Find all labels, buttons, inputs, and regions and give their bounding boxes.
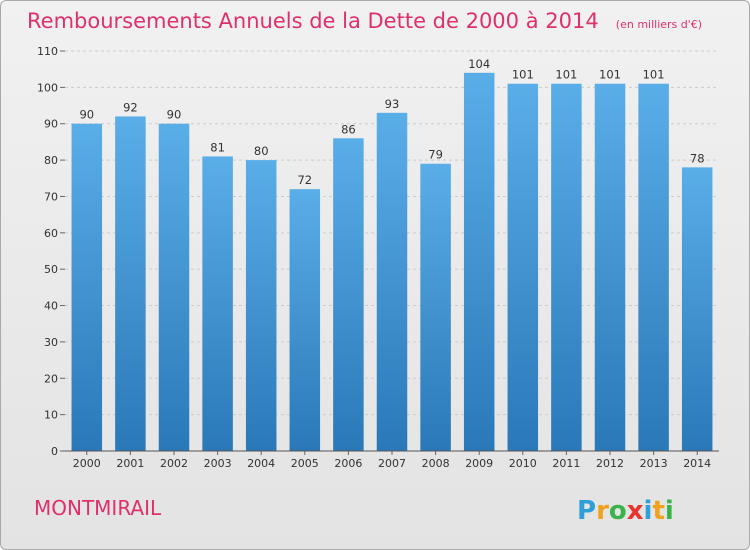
logo-letter-3: x: [627, 496, 644, 526]
bar-2013: [638, 83, 669, 452]
x-tick-label-2013: 2013: [640, 457, 668, 470]
x-tick-label-2009: 2009: [465, 457, 493, 470]
bar-2014: [681, 167, 713, 451]
bar-2007: [376, 112, 408, 452]
chart-title-unit: (en milliers d'€): [616, 18, 702, 31]
y-tick-label-110: 110: [37, 45, 58, 58]
logo-letter-5: t: [652, 496, 664, 526]
y-tick-label-70: 70: [44, 190, 58, 203]
logo-letter-2: o: [609, 496, 627, 526]
logo-letter-6: i: [665, 496, 674, 526]
x-tick-label-2008: 2008: [422, 457, 450, 470]
y-tick-label-100: 100: [37, 81, 58, 94]
logo-letter-4: i: [644, 496, 653, 526]
data-label-2010: 101: [512, 68, 534, 82]
x-tick-label-2000: 2000: [73, 457, 101, 470]
y-tick-label-90: 90: [44, 118, 58, 131]
data-label-2014: 78: [690, 151, 705, 165]
bar-2004: [245, 160, 277, 451]
y-tick-label-10: 10: [44, 409, 58, 422]
bar-2003: [202, 156, 233, 452]
data-labels: 90 92 90 81 80 72 86 93 79 104 101 101 101 101 78: [79, 57, 704, 187]
data-label-2012: 101: [599, 68, 621, 82]
bar-2011: [551, 83, 582, 452]
y-tick-label-0: 0: [51, 445, 58, 458]
x-tick-label-2007: 2007: [378, 457, 406, 470]
bar-2009: [463, 72, 495, 452]
bar-2006: [333, 138, 364, 452]
data-label-2000: 90: [79, 108, 94, 122]
logo-letter-1: r: [596, 496, 609, 526]
x-tick-label-2012: 2012: [596, 457, 624, 470]
data-label-2013: 101: [643, 68, 665, 82]
chart-title: Remboursements Annuels de la Dette de 20…: [27, 9, 702, 33]
x-tick-label-2010: 2010: [509, 457, 537, 470]
commune-name: MONTMIRAIL: [34, 496, 162, 520]
data-label-2011: 101: [555, 68, 577, 82]
y-tick-label-20: 20: [44, 372, 58, 385]
data-label-2003: 81: [210, 140, 225, 154]
data-label-2004: 80: [254, 144, 269, 158]
x-tick-label-2005: 2005: [291, 457, 319, 470]
data-label-2009: 104: [468, 57, 490, 71]
x-tick-label-2011: 2011: [552, 457, 580, 470]
logo-letter-0: P: [577, 496, 596, 526]
bars: [71, 72, 713, 452]
y-tick-label-50: 50: [44, 263, 58, 276]
bar-2005: [289, 189, 321, 451]
bar-2010: [507, 83, 539, 452]
x-tick-label-2001: 2001: [116, 457, 144, 470]
y-tick-label-60: 60: [44, 227, 58, 240]
y-axis: 0 10 20 30 40 50 60 70 80 90 100 110: [37, 45, 65, 458]
bar-2008: [420, 163, 451, 451]
x-tick-label-2014: 2014: [683, 457, 711, 470]
bar-2000: [71, 123, 103, 452]
bar-2012: [594, 83, 626, 452]
x-axis: 2000 2001 2002 2003 2004 2005 2006 2007 2008 2009…: [73, 451, 711, 470]
data-label-2007: 93: [385, 97, 400, 111]
data-label-2001: 92: [123, 100, 138, 114]
y-tick-label-40: 40: [44, 300, 58, 313]
x-tick-label-2006: 2006: [334, 457, 362, 470]
chart-title-main: Remboursements Annuels de la Dette de 20…: [27, 9, 599, 33]
x-tick-label-2002: 2002: [160, 457, 188, 470]
x-tick-label-2004: 2004: [247, 457, 275, 470]
x-tick-label-2003: 2003: [204, 457, 232, 470]
data-label-2005: 72: [297, 173, 312, 187]
bar-2001: [115, 116, 146, 452]
data-label-2002: 90: [167, 108, 182, 122]
proxiti-logo: Proxiti: [577, 496, 674, 526]
y-tick-label-30: 30: [44, 336, 58, 349]
data-label-2008: 79: [428, 148, 443, 162]
y-tick-label-80: 80: [44, 154, 58, 167]
bar-2002: [158, 123, 190, 452]
data-label-2006: 86: [341, 122, 356, 136]
